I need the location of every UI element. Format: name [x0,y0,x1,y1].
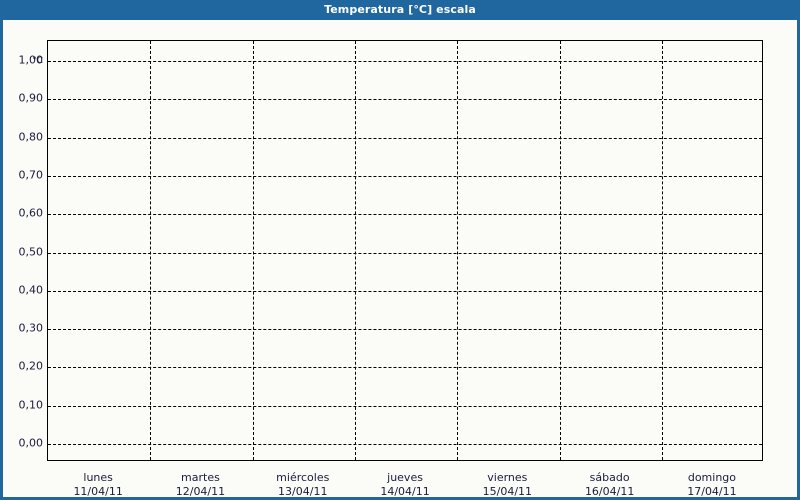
chart-window-body: °C 1,00 0,90 0,80 0,70 0,60 0,50 0,40 0,30 0,20 0… [0,20,800,500]
y-axis-tick-label: 0,30 [18,321,44,335]
x-axis-tick-date: 12/04/11 [175,485,226,498]
gridline-horizontal [48,329,762,331]
gridline-vertical [252,41,254,460]
gridline-horizontal [48,214,762,216]
x-axis-tick-label: sábado 16/04/11 [555,471,665,499]
y-axis-tick-label: 0,70 [18,168,44,182]
gridline-horizontal [48,175,762,177]
x-axis-tick-day: martes [181,471,220,484]
plot-area [47,40,763,461]
x-axis-tick-date: 17/04/11 [687,485,737,498]
page-title: Temperatura [°C] escala [324,3,476,16]
x-axis-tick-date: 11/04/11 [73,485,123,498]
x-axis-tick-label: miércoles 13/04/11 [248,471,358,499]
y-axis-tick-label: 1,00 [18,53,44,67]
x-axis-tick-date: 14/04/11 [380,485,430,498]
y-axis-tick-label: 0,50 [18,245,44,258]
x-axis-tick-day: jueves [387,471,423,484]
window-title-bar: Temperatura [°C] escala [0,0,800,20]
x-axis-tick-date: 16/04/11 [584,485,635,498]
gridline-horizontal [48,290,762,292]
y-axis-tick-label: 0,80 [18,130,44,144]
y-axis-tick-labels: 1,00 0,90 0,80 0,70 0,60 0,50 0,40 0,30 0,20 0,10… [3,20,47,500]
gridline-horizontal [48,444,762,445]
gridline-horizontal [48,61,762,62]
y-axis-tick-label: 0,40 [18,283,44,297]
gridline-vertical [457,41,459,460]
x-axis-tick-date: 13/04/11 [278,485,328,498]
y-axis-tick-label: 0,60 [18,206,44,220]
x-axis-tick-label: viernes 15/04/11 [452,471,562,499]
gridline-horizontal [48,137,762,139]
x-axis-tick-label: martes 12/04/11 [145,471,255,499]
x-axis-tick-day: sábado [589,471,630,484]
gridline-horizontal [48,252,762,254]
gridline-horizontal [48,405,762,407]
x-axis-tick-date: 15/04/11 [482,485,533,498]
y-axis-tick-label: 0,10 [18,398,44,412]
y-axis-tick-label: 0,00 [18,436,44,450]
gridline-vertical [354,41,356,460]
x-axis-tick-day: viernes [487,471,528,484]
x-axis-tick-day: miércoles [276,471,330,484]
gridline-vertical [661,41,663,460]
x-axis-tick-label: lunes 11/04/11 [43,471,153,499]
x-axis-tick-label: domingo 17/04/11 [657,471,767,499]
y-axis-tick-label: 0,90 [18,91,44,105]
gridline-horizontal [48,367,762,369]
y-axis-unit-label: °C [32,56,43,66]
x-axis-tick-label: jueves 14/04/11 [350,471,460,499]
gridline-vertical [559,41,561,460]
gridline-vertical [150,41,152,460]
y-axis-tick-label: 0,20 [18,359,44,373]
x-axis-tick-day: domingo [687,471,737,484]
gridline-horizontal [48,99,762,101]
x-axis-tick-labels: lunes 11/04/11 martes 12/04/11 miércoles 13/0… [3,20,800,500]
x-axis-tick-day: lunes [83,471,113,484]
